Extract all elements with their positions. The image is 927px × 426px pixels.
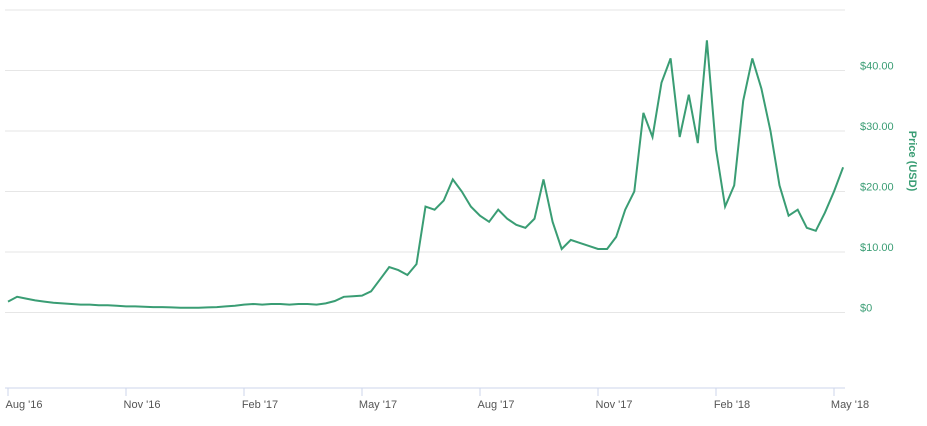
x-tick-label: Feb '18 [714,399,750,411]
y-tick-label: $40.00 [860,60,894,72]
x-tick-label: Nov '17 [596,399,633,411]
x-tick-label: Aug '17 [478,399,515,411]
x-tick-label: May '18 [831,399,869,411]
y-axis-title: Price (USD) [906,131,918,192]
y-tick-label: $10.00 [860,242,894,254]
x-tick-label: Feb '17 [242,399,278,411]
y-tick-label: $30.00 [860,121,894,133]
y-tick-label: $20.00 [860,181,894,193]
x-tick-label: Nov '16 [124,399,161,411]
x-tick-label: Aug '16 [6,399,43,411]
price-line [7,40,845,309]
y-tick-label: $0 [860,302,872,314]
x-tick-label: May '17 [359,399,397,411]
